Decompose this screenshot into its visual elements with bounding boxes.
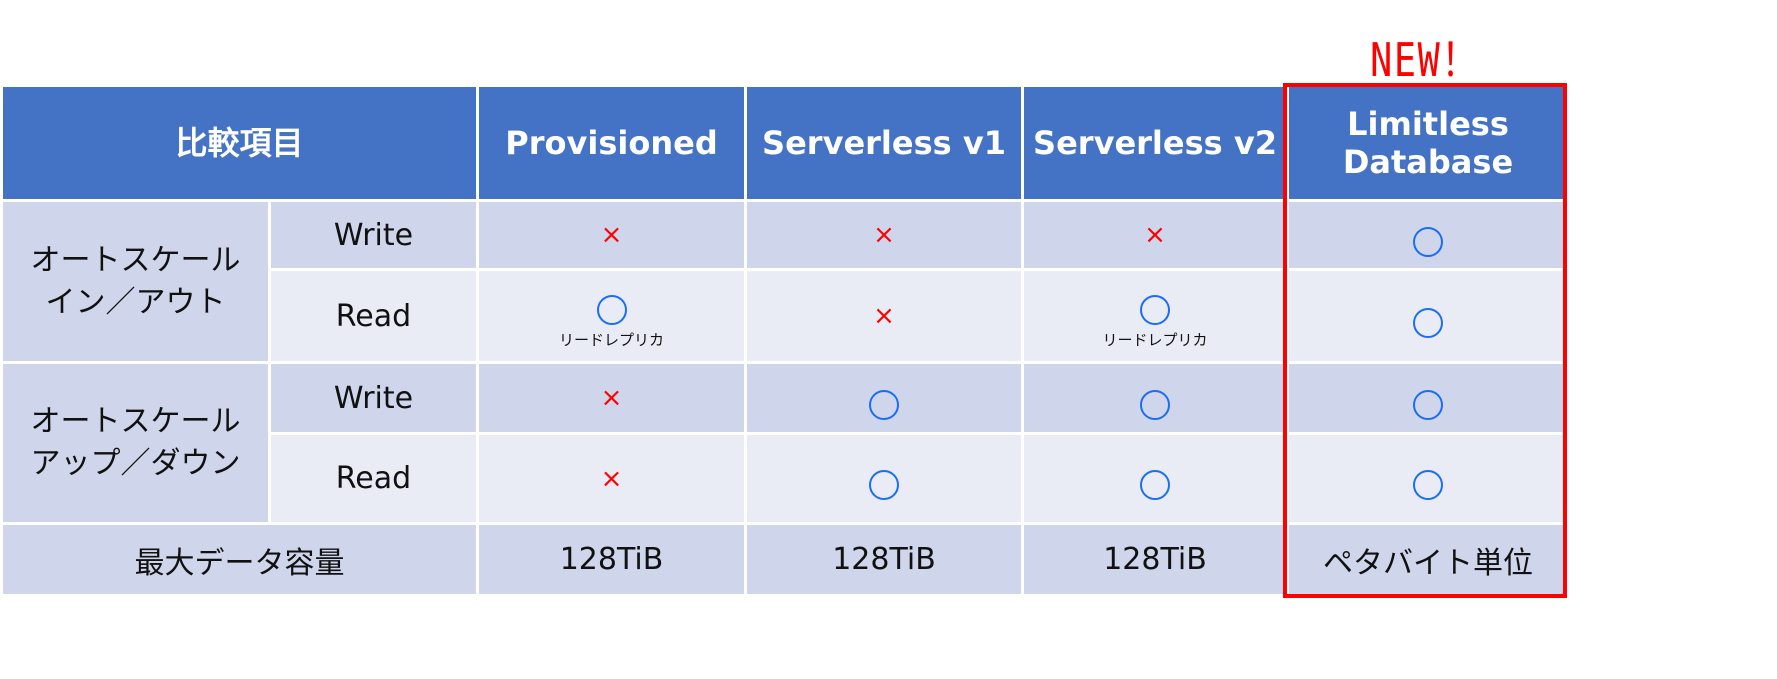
group-label: オートスケール アップ／ダウン xyxy=(0,361,271,525)
cell-note: リードレプリカ xyxy=(558,331,664,349)
capacity-value: 128TiB xyxy=(744,522,1024,597)
supported-circle-icon: ○ xyxy=(1413,470,1443,500)
table-row: オートスケール アップ／ダウン Write × ○ ○ ○ xyxy=(0,361,1570,525)
header-serverless-v1: Serverless v1 xyxy=(744,84,1024,202)
support-cell: ○ xyxy=(744,361,1024,435)
supported-circle-icon: ○ xyxy=(596,295,627,325)
support-cell: × xyxy=(744,199,1024,271)
header-row: 比較項目 Provisioned Serverless v1 Serverles… xyxy=(0,84,1570,202)
header-limitless: Limitless Database xyxy=(1286,84,1570,202)
cell-note: リードレプリカ xyxy=(1102,331,1208,349)
comparison-table: 比較項目 Provisioned Serverless v1 Serverles… xyxy=(0,84,1570,597)
row-label: Read xyxy=(268,268,479,364)
unsupported-cross-icon: × xyxy=(600,220,623,250)
header-serverless-v2: Serverless v2 xyxy=(1021,84,1289,202)
supported-circle-icon: ○ xyxy=(1140,295,1170,325)
unsupported-cross-icon: × xyxy=(873,301,895,331)
supported-circle-icon: ○ xyxy=(1140,389,1170,420)
support-cell: ○ xyxy=(1021,361,1289,435)
capacity-value: 128TiB xyxy=(476,522,747,597)
support-cell: ○ xyxy=(1286,432,1570,525)
supported-circle-icon: ○ xyxy=(869,470,899,500)
group-label: オートスケール イン／アウト xyxy=(0,199,271,364)
unsupported-cross-icon: × xyxy=(600,383,623,413)
unsupported-cross-icon: × xyxy=(600,463,623,494)
unsupported-cross-icon: × xyxy=(1144,220,1166,250)
supported-circle-icon: ○ xyxy=(1140,470,1170,500)
support-cell: ○ xyxy=(1286,268,1570,364)
unsupported-cross-icon: × xyxy=(873,220,895,250)
support-cell: × xyxy=(1021,199,1289,271)
supported-circle-icon: ○ xyxy=(1413,307,1443,338)
capacity-value: ペタバイト単位 xyxy=(1286,522,1570,597)
supported-circle-icon: ○ xyxy=(869,389,899,420)
header-provisioned: Provisioned xyxy=(476,84,747,202)
support-cell: ○ xyxy=(1286,199,1570,271)
supported-circle-icon: ○ xyxy=(1413,226,1443,257)
row-label: Write xyxy=(268,361,479,435)
capacity-value: 128TiB xyxy=(1021,522,1289,597)
capacity-row: 最大データ容量 128TiB 128TiB 128TiB ペタバイト単位 xyxy=(0,522,1570,597)
row-label: Write xyxy=(268,199,479,271)
table-row: オートスケール イン／アウト Write × × × ○ xyxy=(0,199,1570,364)
new-badge: NEW！ xyxy=(1370,33,1480,87)
supported-circle-icon: ○ xyxy=(1413,389,1443,420)
row-label: Read xyxy=(268,432,479,525)
table-row: Read ○ リードレプリカ × ○ リードレプリカ ○ xyxy=(1,268,1570,364)
support-cell: ○ リードレプリカ xyxy=(1021,268,1289,364)
capacity-label: 最大データ容量 xyxy=(0,522,479,597)
support-cell: × xyxy=(476,432,747,525)
support-cell: ○ リードレプリカ xyxy=(476,268,747,364)
support-cell: ○ xyxy=(1021,432,1289,525)
support-cell: ○ xyxy=(1286,361,1570,435)
support-cell: ○ xyxy=(744,432,1024,525)
support-cell: × xyxy=(744,268,1024,364)
support-cell: × xyxy=(476,361,747,435)
support-cell: × xyxy=(476,199,747,271)
header-item: 比較項目 xyxy=(0,84,479,202)
